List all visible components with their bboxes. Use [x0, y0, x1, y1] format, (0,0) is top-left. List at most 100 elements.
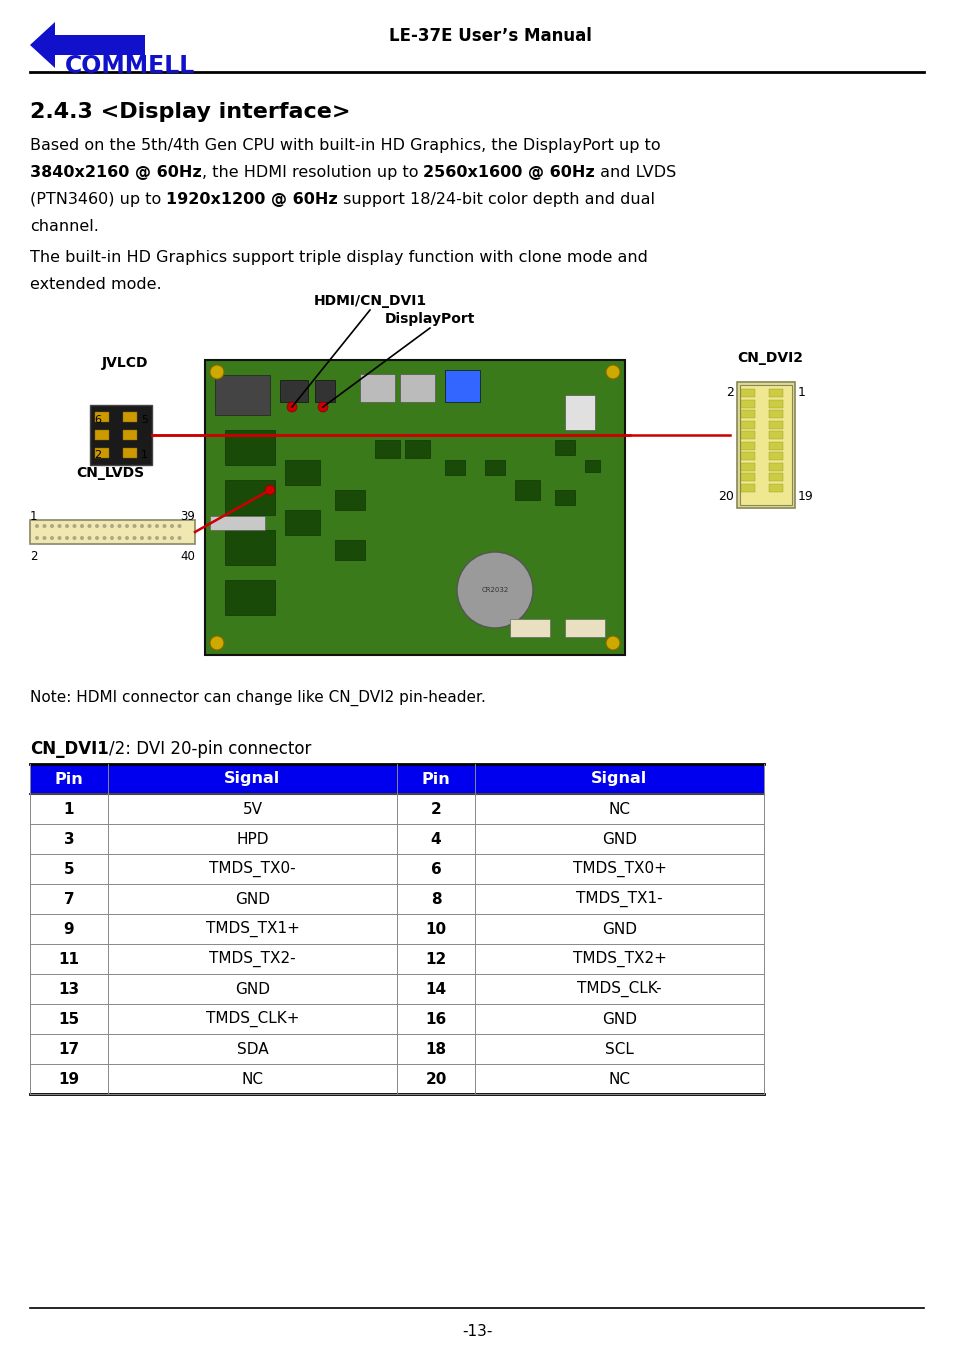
- Bar: [108, 764, 396, 793]
- Text: CN_LVDS: CN_LVDS: [76, 466, 144, 481]
- Text: 6: 6: [430, 861, 441, 876]
- Text: TMDS_TX2-: TMDS_TX2-: [209, 951, 295, 967]
- Circle shape: [170, 536, 173, 540]
- Bar: [475, 825, 763, 854]
- Bar: [30, 974, 108, 1005]
- Bar: [285, 510, 319, 535]
- Bar: [108, 1064, 396, 1094]
- Circle shape: [65, 524, 69, 528]
- Bar: [475, 914, 763, 944]
- Bar: [740, 410, 754, 418]
- Bar: [30, 793, 108, 825]
- Circle shape: [177, 536, 181, 540]
- Circle shape: [110, 524, 113, 528]
- Text: TMDS_TX1+: TMDS_TX1+: [205, 921, 299, 937]
- Circle shape: [50, 536, 54, 540]
- Bar: [475, 854, 763, 884]
- Bar: [475, 974, 763, 1005]
- Bar: [123, 412, 137, 422]
- Bar: [475, 793, 763, 825]
- Circle shape: [102, 536, 107, 540]
- Text: 16: 16: [425, 1011, 446, 1026]
- Bar: [396, 884, 475, 914]
- Text: 5: 5: [141, 414, 148, 425]
- Text: The built-in HD Graphics support triple display function with clone mode and: The built-in HD Graphics support triple …: [30, 250, 647, 265]
- Circle shape: [162, 524, 167, 528]
- Bar: [396, 914, 475, 944]
- Circle shape: [317, 402, 328, 412]
- Circle shape: [456, 552, 533, 628]
- Bar: [30, 520, 194, 544]
- Text: 19: 19: [58, 1071, 79, 1086]
- Text: NC: NC: [241, 1071, 263, 1086]
- Bar: [768, 483, 782, 492]
- Text: 40: 40: [180, 550, 194, 562]
- Circle shape: [605, 636, 619, 650]
- Bar: [768, 421, 782, 428]
- Bar: [108, 1034, 396, 1064]
- Text: 14: 14: [425, 982, 446, 997]
- Bar: [210, 516, 265, 529]
- Text: HPD: HPD: [236, 831, 269, 846]
- Text: GND: GND: [601, 831, 637, 846]
- Text: 1: 1: [797, 386, 805, 399]
- Text: Pin: Pin: [421, 772, 450, 787]
- Circle shape: [148, 536, 152, 540]
- Bar: [740, 473, 754, 481]
- Circle shape: [265, 485, 274, 496]
- Text: SCL: SCL: [604, 1041, 634, 1056]
- Bar: [768, 399, 782, 408]
- Bar: [108, 974, 396, 1005]
- Text: Pin: Pin: [54, 772, 83, 787]
- Text: GND: GND: [601, 922, 637, 937]
- Circle shape: [35, 524, 39, 528]
- Circle shape: [125, 536, 129, 540]
- Circle shape: [140, 524, 144, 528]
- Text: 4: 4: [430, 831, 441, 846]
- Text: 1: 1: [64, 802, 74, 816]
- Bar: [225, 529, 274, 565]
- Bar: [359, 374, 395, 402]
- Bar: [396, 1034, 475, 1064]
- Bar: [108, 914, 396, 944]
- Text: /2: DVI 20-pin connector: /2: DVI 20-pin connector: [109, 741, 311, 758]
- Text: CR2032: CR2032: [481, 588, 508, 593]
- Text: 11: 11: [58, 952, 79, 967]
- Bar: [740, 431, 754, 439]
- Circle shape: [80, 524, 84, 528]
- Bar: [30, 764, 108, 793]
- Bar: [740, 483, 754, 492]
- Bar: [444, 370, 479, 402]
- Text: -13-: -13-: [461, 1324, 492, 1339]
- Circle shape: [154, 536, 159, 540]
- Bar: [285, 460, 319, 485]
- Text: Based on the 5th/4th Gen CPU with built-in HD Graphics, the DisplayPort up to: Based on the 5th/4th Gen CPU with built-…: [30, 138, 659, 153]
- Bar: [396, 974, 475, 1005]
- Bar: [396, 854, 475, 884]
- Bar: [108, 884, 396, 914]
- Circle shape: [210, 366, 224, 379]
- Text: GND: GND: [234, 891, 270, 906]
- Bar: [108, 825, 396, 854]
- Text: 2560x1600 @ 60Hz: 2560x1600 @ 60Hz: [423, 165, 595, 180]
- Bar: [475, 1064, 763, 1094]
- Text: 20: 20: [425, 1071, 446, 1086]
- Circle shape: [80, 536, 84, 540]
- Text: TMDS_TX1-: TMDS_TX1-: [576, 891, 662, 907]
- Bar: [510, 619, 550, 636]
- Text: TMDS_CLK+: TMDS_CLK+: [206, 1011, 299, 1028]
- Bar: [555, 490, 575, 505]
- Circle shape: [43, 536, 47, 540]
- Bar: [95, 412, 109, 422]
- Text: and LVDS: and LVDS: [595, 165, 676, 180]
- Bar: [740, 421, 754, 428]
- Text: 13: 13: [58, 982, 79, 997]
- Text: NC: NC: [608, 1071, 630, 1086]
- Circle shape: [162, 536, 167, 540]
- Text: TMDS_TX0-: TMDS_TX0-: [209, 861, 295, 877]
- Text: 1: 1: [30, 509, 37, 523]
- Bar: [30, 914, 108, 944]
- Bar: [214, 375, 270, 414]
- Bar: [768, 463, 782, 470]
- Text: TMDS_TX0+: TMDS_TX0+: [572, 861, 666, 877]
